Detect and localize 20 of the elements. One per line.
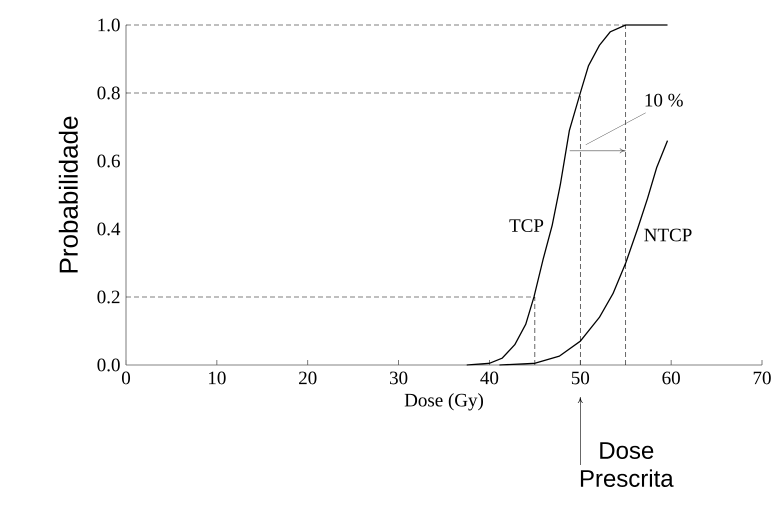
x-tick-label: 40: [480, 372, 498, 384]
x-tick-label: 70: [754, 372, 771, 384]
x-tick-label: 10: [209, 372, 226, 384]
y-tick-label: 0.2: [97, 290, 120, 304]
x-tick-label: 30: [390, 372, 408, 384]
x-tick-label: 20: [299, 372, 316, 384]
y-tick-label: 0.8: [97, 86, 120, 100]
series-label: NTCP: [644, 228, 692, 242]
x-tick-label: 0: [122, 372, 130, 384]
text: Dose Prescrita: [580, 442, 674, 487]
y-tick-label: 0.4: [97, 222, 120, 236]
y-tick-label: 1.0: [98, 18, 120, 32]
series-label: TCP: [509, 219, 544, 232]
y-tick-label: 0.6: [97, 154, 120, 168]
x-tick-label: 50: [572, 372, 590, 384]
y-axis-title: Probabilidade: [58, 116, 78, 272]
annotation: 10 %: [646, 94, 683, 107]
y-tick-label: 0.0: [97, 358, 120, 372]
x-tick-label: 60: [662, 372, 680, 384]
x-axis-title: Dose (Gy): [404, 393, 484, 410]
